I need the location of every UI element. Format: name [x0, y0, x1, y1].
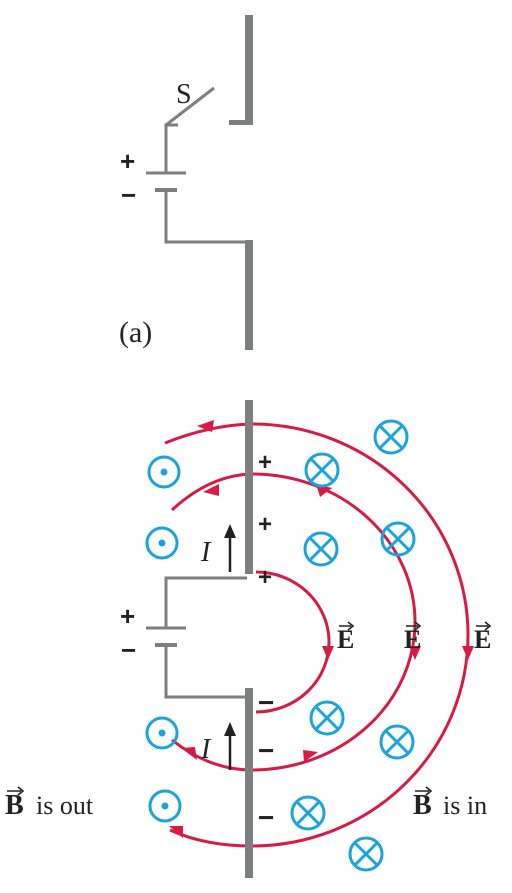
plate-charge-plus: + — [258, 564, 272, 591]
svg-text:is out: is out — [36, 791, 94, 820]
b-out-symbols — [145, 455, 182, 823]
e-label-middle: E — [404, 621, 421, 654]
svg-text:B: B — [5, 790, 24, 821]
dot-in-circle-icon — [147, 455, 181, 489]
upper-plate-foot — [229, 120, 253, 125]
e-label-outer: E — [474, 621, 491, 654]
svg-text:E: E — [474, 625, 491, 654]
cross-in-circle-icon — [304, 452, 340, 488]
plate-charge-minus: − — [258, 735, 274, 766]
circuit-wires — [164, 86, 247, 244]
battery-minus-sign: − — [121, 635, 136, 665]
battery-plus-sign: + — [120, 146, 135, 176]
current-label: I — [200, 734, 212, 765]
e-field-line-inner — [255, 570, 331, 714]
cross-in-circle-icon — [373, 419, 409, 455]
current-arrow-upper — [224, 524, 236, 572]
svg-text:E: E — [337, 625, 354, 654]
cross-in-circle-icon — [380, 521, 416, 557]
cross-in-circle-icon — [290, 795, 326, 831]
panel-b: + − + + + − − − I I E E E — [5, 400, 491, 878]
cross-in-circle-icon — [303, 531, 339, 567]
e-field-line-outer — [164, 422, 470, 848]
b-in-symbols — [290, 419, 416, 872]
e-arrow — [203, 484, 219, 496]
battery-b — [146, 626, 186, 647]
e-arrow — [409, 646, 421, 660]
lower-plate — [245, 688, 253, 878]
cross-in-circle-icon — [379, 724, 415, 760]
e-field-arrows — [169, 420, 474, 838]
cross-in-circle-icon — [348, 836, 384, 872]
plate-charge-minus: − — [258, 687, 274, 718]
e-label-inner: E — [337, 621, 354, 654]
dot-in-circle-icon — [148, 789, 182, 823]
e-arrow — [169, 826, 183, 838]
svg-text:B: B — [413, 790, 432, 821]
upper-plate — [245, 15, 253, 125]
plate-charge-plus: + — [258, 449, 272, 476]
circuit-wires — [164, 576, 247, 699]
switch-label: S — [176, 79, 192, 110]
e-arrow — [322, 646, 334, 660]
current-arrow-lower — [224, 722, 236, 770]
upper-plate — [245, 400, 253, 574]
svg-text:is in: is in — [443, 791, 487, 820]
e-arrow — [462, 646, 474, 660]
e-field-lines — [164, 422, 470, 848]
panel-a-caption: (a) — [119, 316, 152, 349]
battery-minus-sign: − — [121, 180, 136, 210]
e-arrow — [181, 747, 197, 760]
battery-a — [146, 171, 186, 192]
svg-text:E: E — [404, 625, 421, 654]
b-out-caption: B is out — [5, 786, 94, 821]
plate-charge-minus: − — [258, 802, 274, 833]
switch-blade — [165, 86, 215, 127]
dot-in-circle-icon — [145, 526, 179, 560]
e-arrow — [303, 750, 318, 762]
lower-plate — [245, 240, 253, 350]
cross-in-circle-icon — [309, 700, 345, 736]
panel-a: S + − (a) — [119, 15, 253, 350]
b-in-caption: B is in — [413, 786, 487, 821]
dot-in-circle-icon — [145, 716, 179, 750]
e-arrow — [197, 420, 214, 432]
current-label: I — [200, 537, 212, 568]
plate-charge-plus: + — [258, 511, 272, 538]
battery-plus-sign: + — [120, 601, 135, 631]
e-field-line-middle — [170, 472, 417, 772]
